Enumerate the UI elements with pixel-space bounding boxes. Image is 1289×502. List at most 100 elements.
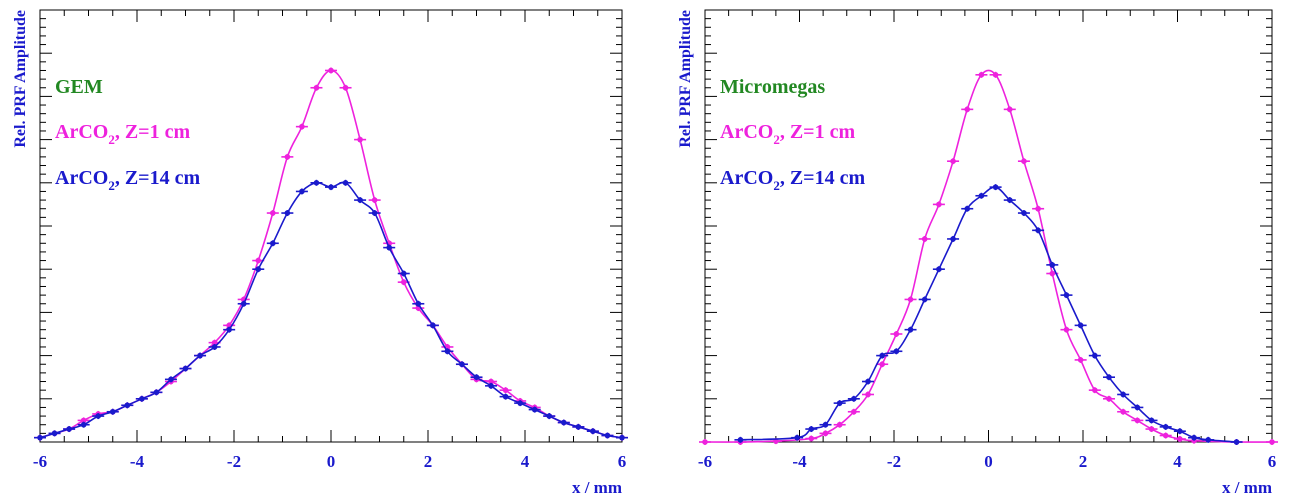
legend-header: GEM [55, 76, 103, 98]
legend-entry: ArCO2, Z=1 cm [55, 121, 190, 147]
series-1-point [1148, 417, 1155, 424]
series-0-point [1106, 396, 1112, 402]
series-1-point [473, 374, 480, 381]
series-0-point [907, 296, 914, 303]
legend-entry-subscript: 2 [108, 132, 115, 147]
series-0-point [371, 197, 378, 203]
series-1-point [836, 400, 843, 406]
series-0-point [255, 257, 262, 264]
x-tick-label: 4 [521, 452, 530, 471]
series-0-point [1269, 439, 1275, 445]
series-1-point [822, 421, 829, 428]
series-0-point [865, 391, 871, 398]
series-1-point [561, 419, 567, 426]
series-1-point [255, 266, 262, 273]
series-0-point [1049, 270, 1056, 277]
legend-entry-rest: , Z=14 cm [780, 167, 866, 189]
series-1-point [604, 432, 611, 439]
y-axis-label: Rel. PRF Amplitude [12, 10, 29, 148]
legend-entry-base: ArCO [720, 121, 773, 143]
series-1-curve [740, 186, 1237, 443]
series-0-point [284, 154, 291, 160]
series-0-point [950, 158, 956, 164]
series-1-point [415, 300, 422, 307]
series-1-point [1134, 404, 1141, 411]
x-tick-label: 2 [424, 452, 433, 471]
series-1-point [400, 270, 407, 277]
series-0-point [211, 339, 218, 346]
series-1-point [270, 240, 276, 247]
series-1-point [168, 376, 174, 383]
series-1-point [502, 393, 509, 400]
x-axis-label: x / mm [1222, 478, 1272, 497]
series-0-point [1177, 436, 1183, 442]
series-1-point [1205, 437, 1212, 443]
series-1-point [153, 389, 160, 396]
legend-entry-rest: , Z=1 cm [780, 121, 856, 143]
series-1-point [124, 402, 131, 409]
series-1-point [531, 406, 538, 413]
series-1-point [893, 348, 900, 355]
series-1-point [851, 396, 857, 402]
series-1-point [430, 322, 436, 329]
series-0-point [822, 430, 829, 437]
x-tick-label: 4 [1173, 452, 1182, 471]
series-1-point [1035, 227, 1041, 234]
legend-header: Micromegas [720, 76, 825, 98]
x-tick-label: 0 [327, 452, 336, 471]
x-tick-label: 2 [1079, 452, 1088, 471]
series-0-point [992, 72, 999, 78]
series-1-point [964, 205, 971, 212]
series-0-point [702, 439, 708, 445]
series-1-point [444, 348, 451, 355]
series-1-point [619, 434, 625, 441]
series-0-point [808, 435, 815, 442]
y-axis-label: Rel. PRF Amplitude [677, 10, 694, 148]
series-1-point [737, 437, 744, 443]
legend-entry-subscript: 2 [108, 178, 115, 193]
series-1-point [1021, 210, 1027, 216]
series-1-point [936, 266, 942, 273]
x-tick-label: -6 [33, 452, 47, 471]
series-1-point [1006, 197, 1013, 203]
x-tick-label: -2 [227, 452, 241, 471]
series-1-point [1106, 374, 1112, 381]
x-tick-label: -6 [698, 452, 712, 471]
series-1-point [342, 180, 349, 186]
series-1-point [211, 344, 218, 350]
series-1-point [575, 424, 582, 430]
legend-entry-rest: , Z=1 cm [115, 121, 191, 143]
legend-entry-rest: , Z=14 cm [115, 167, 201, 189]
legend-entry-base: ArCO [720, 167, 773, 189]
series-1-point [865, 378, 871, 385]
plot-frame [704, 9, 1273, 443]
series-1-point [328, 184, 334, 190]
series-1-point [459, 361, 465, 368]
series-1-point [794, 434, 800, 441]
series-1-point [51, 430, 58, 437]
series-0-point [978, 72, 985, 78]
series-0-point [879, 361, 885, 368]
series-1-curve [39, 181, 623, 439]
x-tick-label: -2 [887, 452, 901, 471]
series-0-point [1162, 432, 1169, 439]
series-1-point [66, 426, 72, 432]
series-1-point [226, 326, 232, 333]
series-1-point [139, 396, 145, 402]
series-1-point [182, 365, 189, 372]
series-1-point [1162, 424, 1169, 430]
series-1-point [808, 426, 815, 432]
series-1-point [1233, 439, 1240, 445]
series-1-point [517, 400, 523, 406]
series-0-point [299, 123, 305, 130]
series-1-point [590, 428, 596, 435]
series-1-point [992, 184, 999, 190]
series-0-point [328, 67, 334, 74]
legend-entry-subscript: 2 [773, 178, 780, 193]
series-1-point [1191, 434, 1197, 441]
legend-entry: ArCO2, Z=14 cm [720, 167, 865, 193]
series-1-point [488, 383, 494, 389]
series-1-point [95, 413, 101, 419]
series-1-point [546, 413, 553, 419]
series-1-point [284, 210, 291, 216]
